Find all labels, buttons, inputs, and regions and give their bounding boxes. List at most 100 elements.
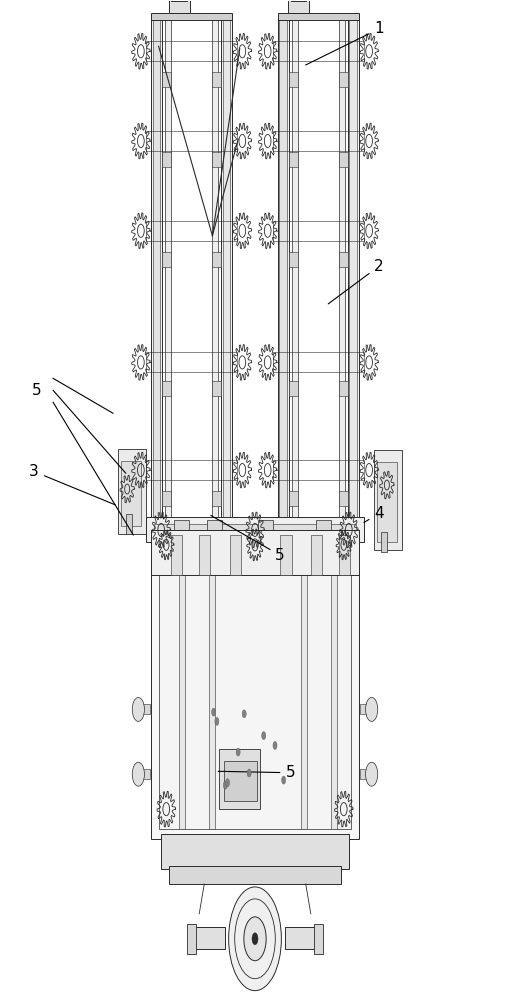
Bar: [168, 0, 190, 13]
Bar: [142, 769, 150, 779]
Circle shape: [272, 741, 276, 749]
Bar: [187, 924, 196, 954]
Bar: [211, 72, 220, 87]
Bar: [288, 0, 308, 13]
Circle shape: [261, 732, 265, 740]
Circle shape: [251, 933, 258, 945]
Bar: [209, 540, 215, 829]
Bar: [158, 540, 351, 829]
Circle shape: [223, 781, 227, 789]
Bar: [211, 252, 220, 267]
Circle shape: [365, 762, 377, 786]
Bar: [146, 41, 237, 61]
Bar: [315, 520, 330, 540]
Bar: [374, 450, 401, 550]
Bar: [289, 491, 298, 506]
Bar: [146, 517, 363, 542]
Bar: [272, 41, 363, 61]
Bar: [279, 20, 287, 527]
Bar: [223, 761, 256, 801]
Bar: [338, 535, 349, 575]
Bar: [289, 152, 298, 167]
Circle shape: [225, 779, 229, 787]
Bar: [146, 221, 237, 241]
Bar: [291, 15, 297, 532]
Bar: [349, 20, 356, 527]
Bar: [272, 352, 363, 372]
Text: 1: 1: [305, 21, 383, 65]
Bar: [146, 131, 237, 151]
Circle shape: [247, 769, 250, 777]
Text: 4: 4: [363, 506, 383, 523]
Bar: [277, 13, 358, 20]
Bar: [289, 381, 298, 396]
Bar: [376, 462, 396, 542]
Bar: [194, 927, 224, 949]
Bar: [338, 72, 347, 87]
Bar: [280, 535, 291, 575]
Bar: [285, 927, 315, 949]
Circle shape: [132, 697, 144, 721]
Bar: [146, 352, 237, 372]
Bar: [277, 15, 289, 532]
Bar: [162, 72, 171, 87]
Text: 5: 5: [210, 515, 285, 563]
Circle shape: [228, 887, 281, 991]
Circle shape: [242, 710, 246, 718]
Bar: [272, 460, 363, 480]
Bar: [151, 530, 358, 575]
Text: 5: 5: [218, 765, 295, 780]
Circle shape: [243, 917, 266, 961]
Bar: [120, 461, 140, 526]
Bar: [152, 20, 160, 527]
Bar: [272, 131, 363, 151]
Bar: [118, 449, 146, 534]
Circle shape: [132, 762, 144, 786]
Bar: [162, 491, 171, 506]
Bar: [220, 15, 232, 532]
Bar: [125, 514, 131, 534]
Bar: [146, 460, 237, 480]
Bar: [211, 491, 220, 506]
Bar: [211, 381, 220, 396]
Circle shape: [214, 717, 218, 725]
Bar: [310, 535, 321, 575]
Bar: [338, 491, 347, 506]
Bar: [153, 524, 356, 536]
Bar: [207, 520, 221, 540]
Circle shape: [365, 697, 377, 721]
Bar: [229, 535, 240, 575]
Bar: [199, 535, 210, 575]
Text: 5: 5: [32, 383, 41, 398]
Bar: [300, 540, 306, 829]
Bar: [179, 540, 185, 829]
Bar: [151, 15, 162, 532]
Bar: [162, 152, 171, 167]
Bar: [289, 252, 298, 267]
Bar: [174, 520, 189, 540]
Bar: [313, 924, 322, 954]
Bar: [380, 532, 386, 552]
Bar: [151, 13, 232, 20]
Circle shape: [236, 748, 240, 756]
Bar: [272, 221, 363, 241]
Bar: [330, 540, 336, 829]
Bar: [162, 381, 171, 396]
Bar: [151, 530, 358, 839]
Bar: [338, 381, 347, 396]
Bar: [359, 704, 367, 714]
Bar: [222, 20, 230, 527]
Bar: [257, 520, 272, 540]
Bar: [338, 15, 344, 532]
Bar: [161, 834, 348, 869]
Bar: [338, 252, 347, 267]
Bar: [171, 535, 182, 575]
Bar: [171, 0, 186, 1]
Bar: [338, 152, 347, 167]
Circle shape: [281, 776, 285, 784]
Bar: [289, 72, 298, 87]
Bar: [290, 0, 305, 1]
Text: 3: 3: [29, 464, 115, 505]
Bar: [162, 252, 171, 267]
Bar: [347, 15, 358, 532]
